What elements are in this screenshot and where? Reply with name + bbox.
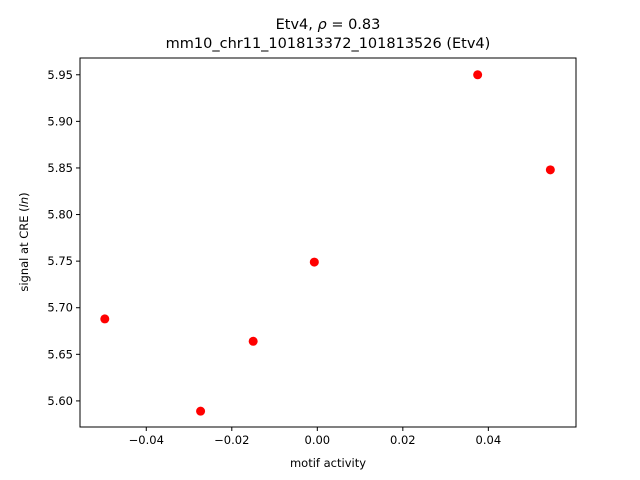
x-tick-label: −0.02	[214, 433, 249, 447]
x-tick-label: 0.04	[476, 433, 502, 447]
x-axis-label: motif activity	[290, 456, 366, 470]
y-tick-label: 5.75	[47, 254, 73, 268]
scatter-point	[309, 257, 319, 267]
y-tick-label: 5.85	[47, 161, 73, 175]
scatter-point	[473, 70, 483, 80]
scatter-point	[545, 165, 555, 175]
y-axis-ticks: 5.60 5.65 5.70 5.75 5.80 5.85 5.90 5.95	[47, 68, 80, 408]
chart-title: Etv4, ρ = 0.83	[276, 17, 381, 33]
y-tick-label: 5.80	[47, 208, 73, 222]
x-tick-label: 0.00	[305, 433, 331, 447]
x-tick-label: 0.02	[390, 433, 416, 447]
x-axis-ticks: −0.04 −0.02 0.00 0.02 0.04	[129, 427, 501, 447]
chart-subtitle: mm10_chr11_101813372_101813526 (Etv4)	[166, 36, 491, 52]
y-tick-label: 5.60	[47, 394, 73, 408]
y-tick-label: 5.65	[47, 347, 73, 361]
x-tick-label: −0.04	[129, 433, 164, 447]
scatter-point	[196, 406, 206, 416]
scatter-point	[100, 314, 110, 324]
y-axis-label: signal at CRE (ln)	[17, 192, 31, 291]
y-tick-label: 5.95	[47, 68, 73, 82]
y-tick-label: 5.70	[47, 301, 73, 315]
axes-frame	[79, 57, 577, 428]
data-points	[100, 70, 555, 416]
scatter-point	[248, 336, 258, 346]
y-tick-label: 5.90	[47, 114, 73, 128]
